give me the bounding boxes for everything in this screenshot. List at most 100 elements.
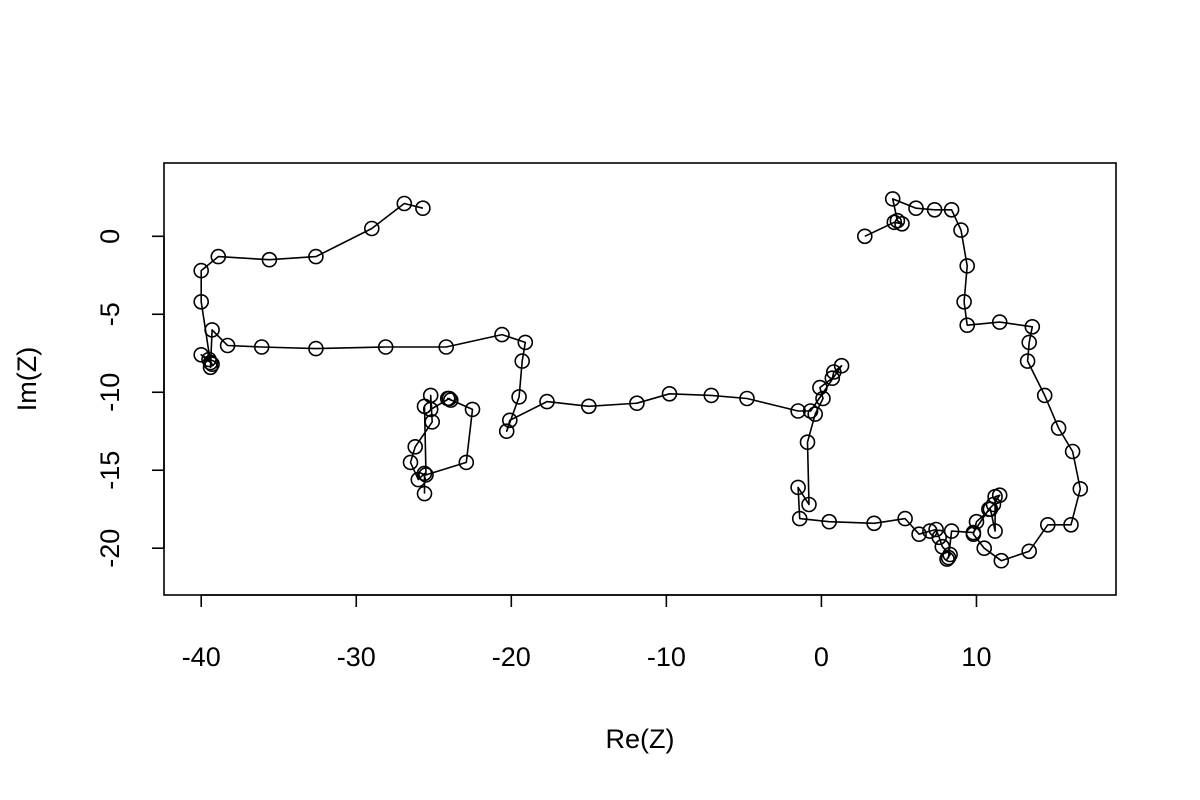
data-point [987, 523, 1003, 539]
data-point [494, 326, 510, 343]
data-point [402, 454, 419, 471]
data-point [580, 398, 597, 415]
y-tick-label: -10 [95, 373, 125, 412]
x-tick-label: 10 [961, 642, 991, 672]
data-point [943, 523, 960, 539]
data-point [812, 379, 828, 396]
y-tick-label: -15 [95, 451, 125, 490]
data-point [204, 356, 220, 373]
y-axis: -20 -15 -10 -5 0 [95, 229, 165, 568]
data-point [377, 339, 394, 355]
series-1 [193, 191, 1089, 569]
y-axis-title: Im(Z) [12, 347, 42, 411]
data-point [193, 262, 209, 279]
data-point [956, 293, 972, 310]
data-point [410, 471, 427, 488]
data-point [407, 438, 424, 455]
data-point [193, 346, 209, 363]
plot-box [163, 162, 1117, 596]
data-point [363, 220, 380, 237]
data-point [965, 524, 982, 541]
data-point [193, 293, 209, 310]
x-tick-label: 0 [814, 642, 829, 672]
x-tick-label: -20 [492, 642, 531, 672]
data-point [1024, 318, 1041, 335]
y-tick-label: 0 [95, 229, 125, 244]
data-point [801, 496, 817, 513]
data-point [514, 353, 531, 369]
data-point [629, 395, 645, 412]
data-point [464, 401, 481, 418]
data-point [976, 540, 993, 557]
data-point [424, 414, 441, 430]
data-point [889, 212, 906, 229]
data-point [821, 513, 838, 530]
data-point [790, 479, 806, 496]
data-point [981, 501, 997, 518]
data-point [517, 334, 534, 351]
data-point [661, 385, 678, 402]
data-point [1063, 516, 1079, 533]
x-tick-label: -10 [647, 642, 686, 672]
data-point [884, 191, 901, 207]
data-point [807, 406, 824, 422]
data-point [415, 200, 431, 216]
data-point [824, 370, 841, 387]
data-point [1021, 334, 1037, 351]
data-point [799, 434, 816, 451]
data-point [219, 337, 236, 354]
data-point [833, 357, 850, 374]
data-point [934, 538, 951, 555]
data-series [193, 191, 1089, 569]
data-point [439, 390, 456, 407]
data-point [985, 496, 1002, 513]
data-point [922, 523, 938, 539]
series-2 [402, 387, 481, 502]
data-point [959, 317, 976, 334]
x-axis-title: Re(Z) [606, 724, 675, 754]
data-point [790, 403, 806, 419]
data-point [202, 354, 219, 371]
data-point [926, 202, 943, 218]
data-point [1021, 543, 1037, 560]
data-point [458, 454, 475, 471]
data-point [791, 510, 808, 527]
x-tick-label: -30 [337, 642, 376, 672]
data-point [991, 314, 1008, 330]
data-point [498, 423, 515, 440]
data-point [911, 526, 927, 543]
data-point [959, 258, 976, 274]
data-point [418, 467, 434, 483]
data-point [308, 340, 324, 357]
data-point [815, 390, 831, 407]
x-tick-label: -40 [182, 642, 221, 672]
data-point [993, 552, 1010, 569]
data-point [396, 195, 413, 212]
data-point [894, 216, 910, 232]
data-point [539, 393, 555, 410]
data-point [1019, 353, 1036, 369]
data-point [1040, 516, 1056, 533]
series-line [200, 198, 1082, 562]
data-point [210, 248, 227, 265]
data-point [511, 389, 527, 405]
x-axis: -40 -30 -20 -10 0 10 [182, 594, 991, 672]
data-point [703, 387, 720, 404]
data-point [943, 202, 960, 218]
data-point [942, 546, 958, 563]
data-point [856, 228, 873, 245]
data-point [953, 222, 969, 238]
data-point [1050, 420, 1067, 436]
data-point [438, 339, 455, 355]
data-point [739, 390, 755, 407]
data-point [416, 485, 433, 502]
data-point [204, 322, 220, 338]
data-point [968, 513, 985, 530]
data-point [1036, 387, 1053, 404]
data-point [261, 251, 278, 268]
data-point [928, 521, 944, 538]
data-point [802, 403, 819, 419]
y-tick-label: -20 [95, 529, 125, 568]
data-point [866, 515, 882, 532]
